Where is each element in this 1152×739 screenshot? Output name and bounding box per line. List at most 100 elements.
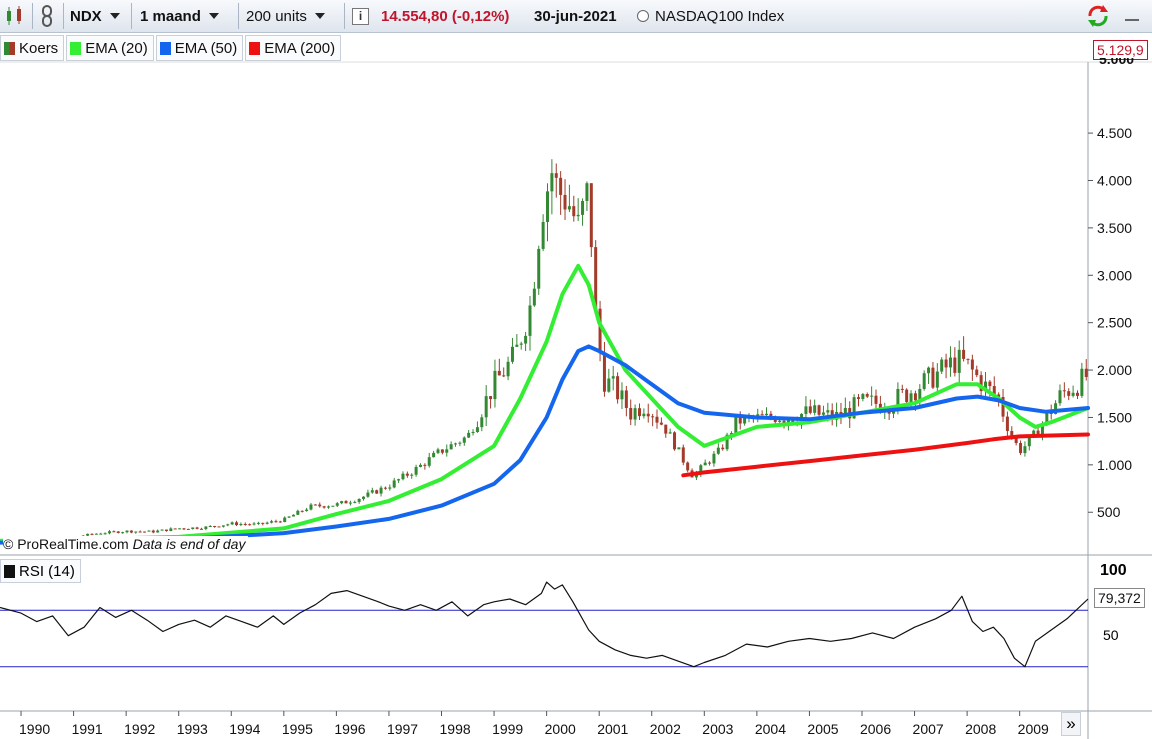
x-axis-tick-label: 2003 <box>702 721 733 737</box>
period-label: 1 maand <box>140 7 201 25</box>
candle-body <box>900 388 904 390</box>
y-axis-tick-label: 4.000 <box>1097 172 1132 188</box>
candle-body <box>870 395 874 397</box>
candle-body <box>708 462 712 464</box>
candle-body <box>804 406 808 414</box>
candle-body <box>786 419 790 424</box>
rsi-legend-item[interactable]: RSI (14) <box>0 559 81 583</box>
candle-body <box>401 473 405 480</box>
candle-body <box>922 373 926 389</box>
candle-body <box>997 394 1001 397</box>
rsi-axis-label-100: 100 <box>1100 562 1127 579</box>
x-axis-tick-label: 2009 <box>1018 721 1049 737</box>
candle-body <box>134 531 138 533</box>
candle-body <box>567 206 571 210</box>
ema200-line[interactable] <box>681 432 1090 478</box>
candle-body <box>318 504 322 507</box>
candle-body <box>90 533 94 535</box>
candle-body <box>821 412 825 415</box>
candle-body <box>1084 368 1088 378</box>
candle-body <box>357 498 361 502</box>
candle-body <box>1071 392 1075 396</box>
scroll-next-button[interactable]: » <box>1061 712 1081 736</box>
candle-body <box>966 358 970 360</box>
link-icon[interactable] <box>38 3 58 29</box>
x-axis-tick-label: 1996 <box>334 721 365 737</box>
candle-body <box>734 416 738 434</box>
x-axis-tick-label: 2005 <box>807 721 838 737</box>
candle-body <box>594 247 598 309</box>
price-change: 14.554,80 (-0,12%) <box>381 7 510 25</box>
candle-body <box>423 464 427 466</box>
x-axis-tick-label: 2000 <box>545 721 576 737</box>
minimize-icon[interactable] <box>1125 3 1139 29</box>
candle-body <box>462 437 466 443</box>
ema20-line[interactable] <box>0 263 1090 543</box>
candle-body <box>515 344 519 347</box>
instrument-radio-icon[interactable] <box>637 3 649 29</box>
candle-body <box>637 408 641 417</box>
candle-body <box>410 474 414 476</box>
candle-body <box>725 434 729 450</box>
x-axis-tick-label: 2001 <box>597 721 628 737</box>
candle-body <box>108 531 112 534</box>
candle-body <box>1014 437 1018 444</box>
candle-body <box>843 407 847 417</box>
candle-body <box>86 533 90 536</box>
candle-body <box>944 359 948 368</box>
units-dropdown[interactable]: 200 units <box>246 3 325 29</box>
rsi-swatch-icon <box>4 564 15 578</box>
candle-body <box>497 370 501 376</box>
x-axis-tick-label: 2007 <box>913 721 944 737</box>
candle-body <box>195 527 199 529</box>
candle-body <box>291 514 295 517</box>
rsi-line[interactable] <box>0 581 1089 668</box>
candle-body <box>765 413 769 416</box>
candle-body <box>182 528 186 530</box>
y-axis-tick-label: 2.000 <box>1097 362 1132 378</box>
ema50-swatch-icon <box>159 41 171 55</box>
y-axis-tick-label: 3.500 <box>1097 220 1132 236</box>
candle-body <box>392 480 396 488</box>
candle-body <box>445 449 449 453</box>
candle-body <box>541 221 545 249</box>
candle-body <box>178 528 182 530</box>
candle-body <box>226 524 230 526</box>
chevron-down-icon <box>208 13 219 19</box>
ema50-line[interactable] <box>0 344 1090 545</box>
candle-body <box>992 386 996 395</box>
candle-body <box>646 413 650 417</box>
candle-body <box>703 462 707 466</box>
candle-body <box>305 509 309 512</box>
candle-body <box>129 530 133 533</box>
candle-body <box>629 407 633 420</box>
candle-body <box>309 504 313 510</box>
candle-body <box>454 443 458 445</box>
candle-body <box>1080 368 1084 396</box>
rsi-legend-label: RSI (14) <box>19 562 75 580</box>
legend-item-ema50[interactable]: EMA (50) <box>155 35 244 61</box>
candle-body <box>1040 423 1044 435</box>
legend-item-ema20[interactable]: EMA (20) <box>66 35 154 61</box>
rsi-axis-label-50: 50 <box>1103 627 1119 643</box>
candle-body <box>729 433 733 435</box>
period-dropdown[interactable]: 1 maand <box>140 3 219 29</box>
chart-type-icon[interactable] <box>4 3 26 29</box>
candle-icon <box>4 41 15 55</box>
candle-body <box>686 462 690 471</box>
symbol-dropdown[interactable]: NDX <box>70 3 120 29</box>
candle-body <box>581 200 585 215</box>
candle-body <box>449 444 453 450</box>
legend-item-price[interactable]: Koers <box>0 35 65 61</box>
candle-body <box>962 349 966 359</box>
refresh-icon[interactable] <box>1086 3 1110 29</box>
candle-body <box>1019 443 1023 454</box>
candle-body <box>388 487 392 489</box>
candle-body <box>953 357 957 373</box>
candle-body <box>489 396 493 400</box>
legend-item-ema200[interactable]: EMA (200) <box>245 35 342 61</box>
info-icon[interactable]: i <box>352 3 369 29</box>
candle-body <box>532 288 536 306</box>
candle-body <box>143 531 147 533</box>
